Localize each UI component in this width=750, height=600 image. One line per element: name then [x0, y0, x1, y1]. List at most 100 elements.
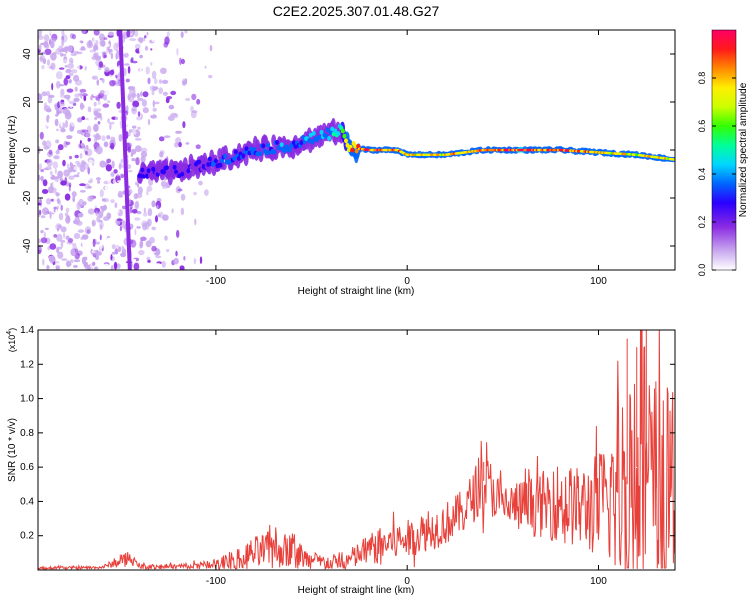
- spectrogram-noise-blob: [91, 219, 96, 227]
- spectrogram-noise-blob: [139, 54, 143, 59]
- spectrogram-noise-blob: [110, 121, 115, 125]
- colorbar-tick-label: 0.4: [697, 168, 707, 181]
- spectrogram-ridge-core: [169, 166, 174, 172]
- spectrogram-noise-blob: [115, 83, 122, 86]
- spectrogram-noise-blob: [58, 101, 66, 107]
- spectrogram-noise-blob: [103, 37, 108, 40]
- spectrogram-noise-blob: [65, 75, 71, 80]
- spectrogram-ridge-core: [241, 153, 246, 159]
- spectrogram-noise-blob: [53, 234, 58, 238]
- spectrogram-noise-blob: [150, 48, 153, 51]
- spectrogram-noise-blob: [87, 166, 90, 175]
- spectrogram-ridge-core: [171, 173, 176, 179]
- spectrogram-noise-blob: [102, 103, 110, 108]
- spectrogram-noise-blob: [135, 145, 142, 153]
- spectrogram-noise-blob: [114, 116, 118, 120]
- spectrogram-noise-blob: [147, 259, 151, 263]
- spectrogram-noise-blob: [317, 183, 320, 186]
- spectrogram-noise-blob: [38, 93, 43, 101]
- spectrogram-noise-blob: [146, 256, 151, 261]
- spectrogram-ridge-core: [327, 136, 332, 141]
- spectrogram-noise-blob: [55, 71, 63, 80]
- spectrogram-noise-blob: [122, 48, 128, 54]
- spectrogram-noise-blob: [237, 226, 243, 232]
- spectrogram-noise-blob: [313, 63, 319, 67]
- spectrogram-noise-blob: [286, 158, 292, 164]
- spectrogram-ridge-core: [287, 147, 292, 153]
- spectrogram-noise-blob: [106, 45, 110, 52]
- spectrogram-noise-blob: [51, 186, 57, 194]
- spectrogram-noise-blob: [136, 226, 141, 229]
- spectrogram-noise-blob: [56, 198, 60, 203]
- spectrogram-noise-blob: [78, 92, 83, 97]
- spectrogram-ridge-core: [319, 129, 324, 135]
- snr-x-tick-label: 100: [590, 576, 607, 587]
- spectrogram-noise-blob: [262, 127, 265, 133]
- spectrogram-noise-blob: [111, 160, 115, 169]
- spectrogram-noise-blob: [79, 40, 83, 43]
- spectrogram-ridge-core: [265, 142, 270, 148]
- spectrogram-noise-blob: [80, 142, 85, 147]
- spectrogram-noise-blob: [118, 110, 123, 113]
- spectrogram-noise-blob: [296, 112, 300, 117]
- spectrogram-noise-blob: [230, 70, 235, 76]
- spectrogram-noise-blob: [167, 115, 175, 121]
- spectrogram-noise-blob: [94, 116, 98, 121]
- spectrogram-noise-blob: [53, 155, 60, 160]
- spectrogram-ridge-core: [207, 156, 212, 162]
- snr-y-ticks: 0.2 0.4 0.6 0.8 1.0 1.2 1.4: [20, 325, 675, 542]
- spectrogram-noise-blob: [99, 38, 102, 46]
- spectrogram-noise-blob: [328, 209, 332, 212]
- spectrogram-noise-blob: [194, 218, 197, 226]
- spectrogram-noise-blob: [264, 86, 268, 93]
- spectrogram-noise-blob: [67, 97, 70, 102]
- spectrogram-noise-blob: [142, 222, 147, 231]
- spectrogram-noise-blob: [99, 189, 104, 198]
- spectrogram-x-tick-label: -100: [206, 276, 226, 287]
- spectrogram-noise-blob: [185, 45, 189, 53]
- spectrogram-noise-blob: [60, 121, 63, 127]
- spectrogram-noise-blob: [102, 78, 105, 84]
- spectrogram-noise-blob: [71, 136, 77, 145]
- spectrogram-noise-blob: [138, 47, 143, 52]
- spectrogram-noise-blob: [238, 232, 244, 238]
- spectrogram-noise-blob: [157, 40, 160, 46]
- spectrogram-noise-blob: [109, 145, 114, 149]
- spectrogram-noise-blob: [135, 157, 140, 166]
- spectrogram-noise-blob: [140, 236, 147, 241]
- spectrogram-noise-blob: [112, 194, 117, 198]
- spectrogram-ridge-core: [174, 169, 179, 175]
- spectrogram-noise-blob: [285, 55, 291, 59]
- spectrogram-noise-blob: [42, 179, 48, 187]
- spectrogram-noise-blob: [109, 69, 115, 76]
- spectrogram-noise-blob: [233, 249, 236, 253]
- spectrogram-noise-blob: [307, 52, 313, 57]
- spectrogram-noise-blob: [216, 50, 223, 57]
- spectrogram-noise-blob: [42, 258, 45, 266]
- snr-scale-prefix: (x10: [7, 335, 17, 353]
- spectrogram-noise-blob: [184, 30, 188, 34]
- spectrogram-noise-blob: [83, 95, 87, 102]
- spectrogram-ridge-halo: [221, 162, 227, 171]
- spectrogram-noise-blob: [180, 193, 186, 201]
- spectrogram-noise-blob: [132, 130, 137, 135]
- spectrogram-ridge-core: [218, 162, 223, 168]
- spectrogram-noise-blob: [276, 182, 282, 188]
- spectrogram-noise-blob: [151, 37, 155, 43]
- spectrogram-y-axis-label: Frequency (Hz): [7, 116, 18, 185]
- spectrogram-noise-blob: [298, 228, 304, 231]
- spectrogram-noise-blob: [142, 91, 149, 98]
- spectrogram-noise-blob: [113, 261, 118, 270]
- spectrogram-noise-blob: [71, 243, 77, 246]
- spectrogram-noise-blob: [147, 77, 151, 85]
- spectrogram-noise-blob: [290, 166, 292, 171]
- spectrogram-noise-blob: [47, 246, 50, 251]
- spectrogram-noise-blob: [302, 161, 306, 164]
- spectrogram-noise-blob: [110, 52, 114, 60]
- spectrogram-noise-blob: [39, 57, 44, 61]
- spectrogram-noise-blob: [87, 137, 91, 142]
- spectrogram-noise-blob: [152, 138, 157, 147]
- spectrogram-noise-blob: [132, 100, 140, 108]
- spectrogram-noise-blob: [67, 254, 73, 259]
- spectrogram-noise-blob: [162, 91, 168, 96]
